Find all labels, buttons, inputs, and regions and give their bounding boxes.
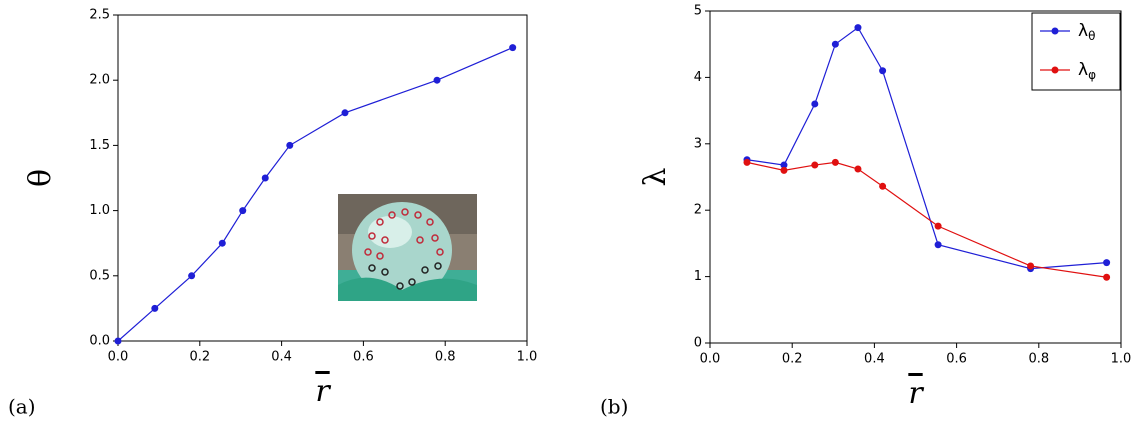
x-tick-label: 0.4: [271, 350, 292, 365]
data-point: [1103, 273, 1111, 281]
x-axis-label: r: [315, 374, 331, 409]
data-point: [934, 241, 942, 249]
x-tick-label: 0.8: [435, 350, 456, 365]
x-tick-label: 0.2: [782, 352, 803, 367]
y-tick-label: 1.0: [89, 203, 110, 218]
y-tick-label: 1.5: [89, 138, 110, 153]
y-tick-label: 2.0: [89, 73, 110, 88]
y-axis-label: θ: [23, 169, 58, 187]
y-tick-label: 1: [694, 269, 702, 284]
legend-label: λθ: [1078, 21, 1095, 43]
data-point: [780, 166, 788, 174]
y-tick-label: 0: [694, 336, 702, 351]
data-point: [1027, 262, 1035, 270]
data-point: [854, 165, 862, 173]
x-tick-label: 1.0: [1111, 352, 1132, 367]
data-point: [151, 304, 159, 312]
x-tick-label: 0.4: [864, 352, 885, 367]
data-point: [218, 239, 226, 247]
data-point: [780, 161, 788, 169]
legend-box: [1031, 12, 1121, 91]
y-tick-label: 2: [694, 203, 702, 218]
data-point: [879, 182, 887, 190]
legend-marker: [1051, 27, 1059, 35]
x-axis-label: r: [908, 376, 924, 411]
x-tick-label: 0.0: [108, 350, 129, 365]
legend-marker: [1051, 66, 1059, 74]
data-point: [879, 67, 887, 75]
plot-frame: [709, 10, 1122, 344]
data-point: [286, 141, 294, 149]
data-point: [239, 207, 247, 215]
data-point: [831, 40, 839, 48]
x-tick-label: 0.6: [353, 350, 374, 365]
data-point: [854, 24, 862, 32]
y-tick-label: 2.5: [89, 8, 110, 23]
data-point: [114, 337, 122, 345]
data-point: [743, 158, 751, 166]
series-line: [117, 47, 513, 342]
inset-photo: [338, 194, 477, 301]
data-point: [433, 76, 441, 84]
x-tick-label: 0.2: [189, 350, 210, 365]
y-tick-label: 0.5: [89, 268, 110, 283]
y-axis-label: λ: [638, 167, 673, 186]
legend: λθ λφ: [1031, 12, 1121, 91]
data-point: [509, 44, 517, 52]
series-line: [746, 161, 1107, 278]
data-point: [1103, 259, 1111, 267]
data-point: [811, 161, 819, 169]
data-point: [811, 100, 819, 108]
x-tick-label: 0.0: [700, 352, 721, 367]
y-tick-label: 5: [694, 4, 702, 19]
data-point: [934, 222, 942, 230]
x-tick-label: 1.0: [517, 350, 538, 365]
plot-frame: [117, 14, 528, 342]
data-point: [188, 272, 196, 280]
x-tick-label: 0.6: [946, 352, 967, 367]
y-tick-label: 0.0: [89, 334, 110, 349]
data-point: [261, 174, 269, 182]
panel-label: (a): [8, 395, 36, 419]
legend-label: λφ: [1078, 60, 1096, 82]
data-point: [831, 158, 839, 166]
y-tick-label: 3: [694, 136, 702, 151]
x-tick-label: 0.8: [1028, 352, 1049, 367]
y-tick-label: 4: [694, 70, 702, 85]
panel-label: (b): [600, 395, 628, 419]
data-point: [341, 109, 349, 117]
